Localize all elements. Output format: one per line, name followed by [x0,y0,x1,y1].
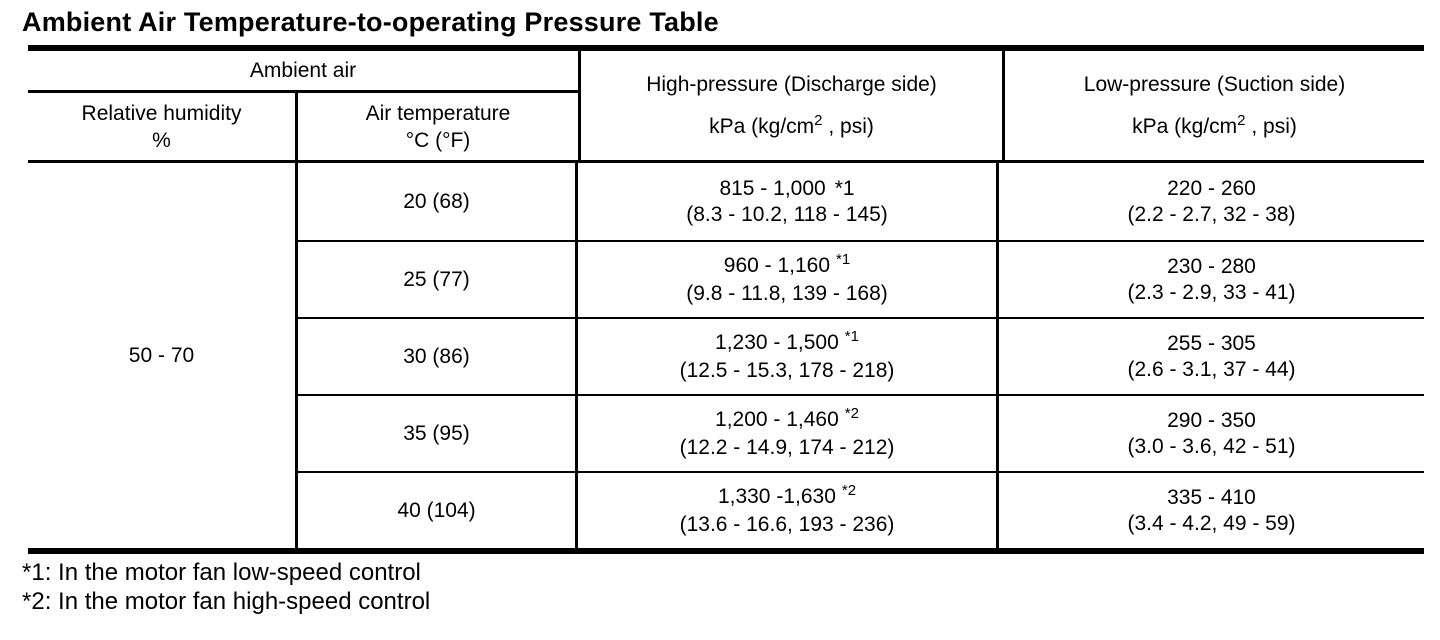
high-pressure-detail: (8.3 - 10.2, 118 - 145) [686,202,888,226]
range-value: 815 - 1,000 [719,176,826,200]
relative-humidity-label: Relative humidity [81,101,242,125]
header-bottom-rule [28,160,1424,163]
cell-high-pressure: 1,230 - 1,500 *1 (12.5 - 15.3, 178 - 218) [578,319,999,394]
unit-suffix: , psi) [822,114,874,138]
cell-air-temperature: 25 (77) [298,242,578,317]
range-value: 1,330 -1,630 [717,484,836,508]
footnote-ref: *1 [836,250,851,268]
cell-air-temperature: 35 (95) [298,396,578,471]
table-bottom-rule [28,548,1424,554]
high-pressure-detail: (12.2 - 14.9, 174 - 212) [679,435,895,459]
header-relative-humidity: Relative humidity % [28,93,298,160]
low-pressure-detail: (3.0 - 3.6, 42 - 51) [1127,434,1296,458]
high-pressure-range: 1,230 - 1,500 *1 [715,327,859,358]
pressure-table: Ambient air Relative humidity % Air temp… [28,45,1424,554]
header-ambient-subrow: Relative humidity % Air temperature °C (… [28,93,578,160]
high-pressure-range: 815 - 1,000 *1 [719,176,854,202]
low-pressure-detail: (2.2 - 2.7, 32 - 38) [1127,202,1296,226]
high-pressure-title: High-pressure (Discharge side) [646,72,937,96]
cell-low-pressure: 335 - 410 (3.4 - 4.2, 49 - 59) [999,473,1424,548]
footnote-ref: *1 [844,327,859,345]
high-pressure-range: 960 - 1,160 *1 [723,250,851,281]
header-ambient-group: Ambient air Relative humidity % Air temp… [28,51,581,160]
cell-low-pressure: 255 - 305 (2.6 - 3.1, 37 - 44) [999,319,1424,394]
header-air-temperature: Air temperature °C (°F) [298,93,578,160]
low-pressure-title: Low-pressure (Suction side) [1083,72,1346,96]
page-title: Ambient Air Temperature-to-operating Pre… [22,7,719,37]
high-pressure-range: 1,200 - 1,460 *2 [715,404,859,435]
low-pressure-range: 290 - 350 [1167,408,1256,432]
cell-humidity-merged: 50 - 70 [28,163,298,548]
cell-high-pressure: 1,200 - 1,460 *2 (12.2 - 14.9, 174 - 212) [578,396,999,471]
low-pressure-detail: (2.3 - 2.9, 33 - 41) [1127,280,1296,304]
data-rows: 20 (68) 815 - 1,000 *1 (8.3 - 10.2, 118 -… [298,163,1424,548]
cell-air-temperature: 30 (86) [298,319,578,394]
cell-low-pressure: 230 - 280 (2.3 - 2.9, 33 - 41) [999,242,1424,317]
cell-high-pressure: 815 - 1,000 *1 (8.3 - 10.2, 118 - 145) [578,163,999,240]
unit-superscript: 2 [814,111,823,129]
low-pressure-range: 255 - 305 [1167,331,1256,355]
table-row: 20 (68) 815 - 1,000 *1 (8.3 - 10.2, 118 -… [298,163,1424,240]
range-value: 1,230 - 1,500 [715,330,839,354]
table-row: 35 (95) 1,200 - 1,460 *2 (12.2 - 14.9, 17… [298,394,1424,471]
cell-low-pressure: 220 - 260 (2.2 - 2.7, 32 - 38) [999,163,1424,240]
footnote-ref: *2 [841,481,857,499]
high-pressure-unit: kPa (kg/cm2 , psi) [709,106,874,142]
high-pressure-detail: (9.8 - 11.8, 139 - 168) [686,281,888,305]
table-top-rule [28,45,1424,51]
table-row: 25 (77) 960 - 1,160 *1 (9.8 - 11.8, 139 -… [298,240,1424,317]
table-header: Ambient air Relative humidity % Air temp… [28,51,1424,160]
unit-prefix: kPa (kg/cm [709,114,815,138]
low-pressure-detail: (2.6 - 3.1, 37 - 44) [1127,357,1296,381]
low-pressure-range: 230 - 280 [1167,254,1256,278]
range-value: 1,200 - 1,460 [715,407,839,431]
high-pressure-detail: (12.5 - 15.3, 178 - 218) [679,358,895,382]
air-temperature-label: Air temperature [365,101,511,125]
header-low-pressure: Low-pressure (Suction side) kPa (kg/cm2 … [1005,51,1424,160]
unit-superscript: 2 [1237,111,1246,129]
range-value: 960 - 1,160 [723,253,831,277]
high-pressure-detail: (13.6 - 16.6, 193 - 236) [679,512,895,536]
low-pressure-unit: kPa (kg/cm2 , psi) [1132,106,1297,142]
cell-low-pressure: 290 - 350 (3.0 - 3.6, 42 - 51) [999,396,1424,471]
footnotes: *1: In the motor fan low-speed control *… [22,558,430,616]
air-temperature-unit: °C (°F) [405,128,471,152]
footnote-2: *2: In the motor fan high-speed control [22,588,431,615]
cell-high-pressure: 960 - 1,160 *1 (9.8 - 11.8, 139 - 168) [578,242,999,317]
cell-high-pressure: 1,330 -1,630 *2 (13.6 - 16.6, 193 - 236) [578,473,999,548]
table-row: 40 (104) 1,330 -1,630 *2 (13.6 - 16.6, 19… [298,471,1424,548]
footnote-ref: *2 [844,404,859,422]
footnote-1: *1: In the motor fan low-speed control [22,559,421,586]
low-pressure-detail: (3.4 - 4.2, 49 - 59) [1127,511,1296,535]
cell-air-temperature: 20 (68) [298,163,578,240]
unit-prefix: kPa (kg/cm [1132,114,1238,138]
cell-air-temperature: 40 (104) [298,473,578,548]
header-high-pressure: High-pressure (Discharge side) kPa (kg/c… [581,51,1005,160]
header-ambient-air: Ambient air [28,51,578,93]
table-row: 30 (86) 1,230 - 1,500 *1 (12.5 - 15.3, 17… [298,317,1424,394]
high-pressure-range: 1,330 -1,630 *2 [717,481,857,512]
low-pressure-range: 220 - 260 [1167,176,1256,200]
low-pressure-range: 335 - 410 [1167,485,1256,509]
footnote-ref: *1 [834,176,855,200]
relative-humidity-unit: % [152,128,171,152]
unit-suffix: , psi) [1245,114,1297,138]
table-body: 50 - 70 20 (68) 815 - 1,000 *1 (8.3 - 10.… [28,163,1424,548]
